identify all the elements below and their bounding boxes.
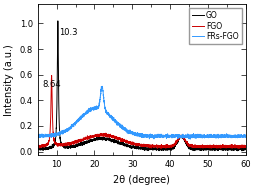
FGO <box>124 141 128 144</box>
FGO <box>50 74 53 77</box>
FRs-FGO <box>36 136 39 138</box>
FGO <box>72 143 75 145</box>
FRs-FGO <box>72 124 75 126</box>
FRs-FGO <box>188 138 191 140</box>
FRs-FGO <box>243 134 246 137</box>
Y-axis label: Intensity (a.u.): Intensity (a.u.) <box>4 44 14 116</box>
FRs-FGO <box>124 128 128 130</box>
FGO <box>243 146 246 148</box>
Legend: GO, FGO, FRs-FGO: GO, FGO, FRs-FGO <box>188 8 241 44</box>
Text: 8.64: 8.64 <box>42 81 60 89</box>
FGO <box>116 136 119 139</box>
FRs-FGO <box>100 85 103 88</box>
GO <box>239 148 242 150</box>
GO <box>124 144 128 147</box>
FGO <box>36 146 39 149</box>
Line: FRs-FGO: FRs-FGO <box>38 86 245 139</box>
GO <box>243 148 246 150</box>
GO <box>36 147 39 150</box>
Line: FGO: FGO <box>38 75 245 148</box>
GO <box>72 145 75 147</box>
Text: 10.3: 10.3 <box>59 28 77 37</box>
FRs-FGO <box>60 132 63 134</box>
GO <box>60 143 63 146</box>
GO <box>56 20 59 22</box>
GO <box>116 143 119 145</box>
FGO <box>60 143 63 145</box>
FGO <box>217 145 220 148</box>
Line: GO: GO <box>38 21 245 151</box>
FRs-FGO <box>116 122 119 124</box>
FGO <box>239 145 242 148</box>
FGO <box>159 147 162 149</box>
FRs-FGO <box>217 134 220 136</box>
GO <box>240 150 243 152</box>
X-axis label: 2θ (degree): 2θ (degree) <box>113 175 169 185</box>
FRs-FGO <box>239 135 242 137</box>
GO <box>217 148 220 150</box>
